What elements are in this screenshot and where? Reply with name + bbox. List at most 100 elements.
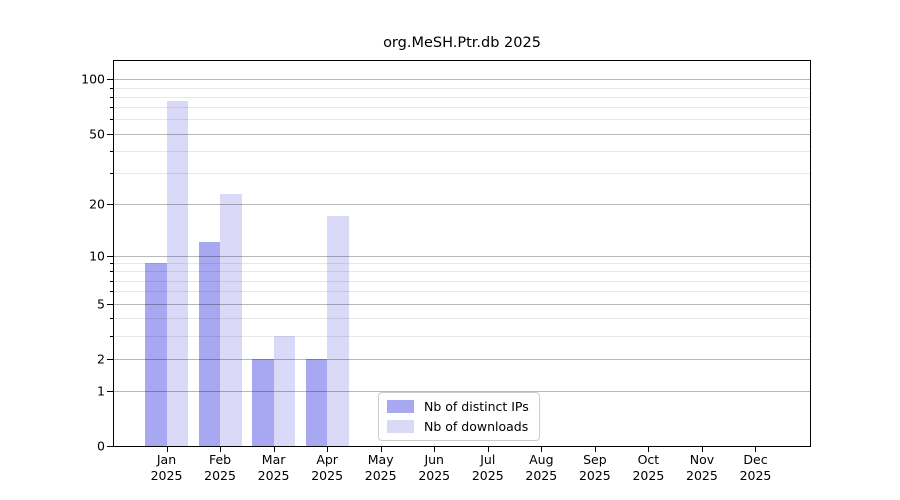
y-minor-tick-mark-60 bbox=[110, 119, 114, 121]
y-tick-label-50: 50 bbox=[89, 126, 105, 142]
legend-item-distinct-ips: Nb of distinct IPs bbox=[387, 398, 529, 415]
y-tick-mark-5 bbox=[107, 303, 114, 305]
bar-nb-of-downloads-jan bbox=[166, 100, 188, 446]
x-tick-mark-jul bbox=[487, 447, 489, 452]
x-tick-year-mar: 2025 bbox=[257, 467, 290, 483]
x-tick-year-jul: 2025 bbox=[471, 467, 504, 483]
x-tick-month-jul: Jul bbox=[480, 452, 496, 467]
x-tick-year-may: 2025 bbox=[364, 467, 397, 483]
x-tick-year-nov: 2025 bbox=[686, 467, 718, 483]
y-minor-tick-mark-40 bbox=[110, 151, 114, 153]
bar-nb-of-distinct-ips-jan bbox=[145, 263, 167, 446]
x-tick-month-may: May bbox=[367, 452, 394, 467]
y-tick-mark-20 bbox=[107, 204, 114, 206]
x-tick-year-feb: 2025 bbox=[204, 467, 236, 483]
x-tick-label-nov: Nov 2025 bbox=[670, 452, 734, 483]
legend-label-distinct-ips: Nb of distinct IPs bbox=[424, 399, 529, 414]
chart-title: org.MeSH.Ptr.db 2025 bbox=[383, 35, 541, 51]
y-minor-tick-mark-8 bbox=[110, 271, 114, 273]
x-tick-year-oct: 2025 bbox=[632, 467, 665, 483]
x-tick-year-sep: 2025 bbox=[578, 467, 611, 483]
y-tick-label-0: 0 bbox=[97, 438, 105, 454]
x-tick-mark-feb bbox=[220, 447, 222, 452]
y-minor-tick-mark-70 bbox=[110, 107, 114, 109]
bar-nb-of-distinct-ips-mar bbox=[252, 358, 274, 446]
x-tick-month-oct: Oct bbox=[637, 452, 660, 467]
y-tick-label-10: 10 bbox=[89, 248, 105, 264]
x-tick-mark-jun bbox=[434, 447, 436, 452]
x-tick-label-jan: Jan 2025 bbox=[135, 452, 199, 483]
x-tick-label-jun: Jun 2025 bbox=[402, 452, 466, 483]
x-tick-label-feb: Feb 2025 bbox=[188, 452, 252, 483]
x-tick-month-nov: Nov bbox=[689, 452, 715, 467]
x-tick-month-jun: Jun bbox=[424, 452, 444, 467]
y-tick-mark-10 bbox=[107, 255, 114, 257]
legend: Nb of distinct IPs Nb of downloads bbox=[378, 392, 540, 441]
x-tick-mark-dec bbox=[755, 447, 757, 452]
y-minor-tick-mark-7 bbox=[110, 280, 114, 282]
x-tick-label-sep: Sep 2025 bbox=[563, 452, 627, 483]
x-tick-month-apr: Apr bbox=[316, 452, 338, 467]
x-tick-mark-may bbox=[380, 447, 382, 452]
bar-nb-of-downloads-mar bbox=[273, 335, 296, 446]
x-tick-month-sep: Sep bbox=[583, 452, 607, 467]
x-tick-mark-mar bbox=[273, 447, 275, 452]
y-tick-label-5: 5 bbox=[97, 296, 105, 312]
x-tick-year-jun: 2025 bbox=[418, 467, 451, 483]
legend-swatch-downloads bbox=[387, 420, 414, 433]
x-tick-label-may: May 2025 bbox=[349, 452, 413, 483]
y-minor-tick-mark-30 bbox=[110, 173, 114, 175]
gridline-major-20 bbox=[114, 204, 810, 206]
gridline-minor-70 bbox=[114, 107, 810, 109]
gridline-minor-80 bbox=[114, 96, 810, 98]
x-tick-month-mar: Mar bbox=[261, 452, 286, 467]
y-minor-tick-mark-90 bbox=[110, 87, 114, 89]
y-minor-tick-mark-9 bbox=[110, 263, 114, 265]
y-tick-mark-50 bbox=[107, 133, 114, 135]
gridline-major-50 bbox=[114, 133, 810, 135]
y-minor-tick-mark-4 bbox=[110, 318, 114, 320]
y-tick-mark-0 bbox=[107, 446, 114, 447]
y-tick-label-1: 1 bbox=[97, 383, 105, 399]
x-tick-mark-aug bbox=[541, 447, 543, 452]
y-minor-tick-mark-3 bbox=[110, 335, 114, 337]
gridline-minor-60 bbox=[114, 119, 810, 121]
x-tick-month-feb: Feb bbox=[208, 452, 232, 467]
x-tick-year-apr: 2025 bbox=[311, 467, 344, 483]
x-tick-year-aug: 2025 bbox=[525, 467, 558, 483]
legend-item-downloads: Nb of downloads bbox=[387, 418, 529, 435]
x-tick-mark-jan bbox=[166, 447, 168, 452]
x-tick-year-dec: 2025 bbox=[739, 467, 772, 483]
x-tick-label-aug: Aug 2025 bbox=[509, 452, 573, 483]
bar-nb-of-distinct-ips-apr bbox=[305, 358, 328, 446]
bar-nb-of-downloads-feb bbox=[220, 193, 242, 446]
bar-nb-of-distinct-ips-feb bbox=[198, 242, 221, 446]
legend-swatch-distinct-ips bbox=[387, 400, 414, 413]
y-tick-label-2: 2 bbox=[97, 351, 105, 367]
y-minor-tick-mark-6 bbox=[110, 291, 114, 293]
x-tick-mark-apr bbox=[327, 447, 329, 452]
gridline-major-100 bbox=[114, 79, 810, 81]
x-tick-month-jan: Jan bbox=[156, 452, 177, 467]
x-tick-year-jan: 2025 bbox=[150, 467, 183, 483]
y-tick-label-100: 100 bbox=[81, 71, 105, 87]
gridline-minor-30 bbox=[114, 173, 810, 175]
y-tick-mark-1 bbox=[107, 390, 114, 392]
gridline-minor-90 bbox=[114, 87, 810, 89]
gridline-minor-40 bbox=[114, 151, 810, 153]
x-tick-label-oct: Oct 2025 bbox=[616, 452, 680, 483]
x-tick-month-aug: Aug bbox=[529, 452, 554, 467]
y-tick-mark-2 bbox=[107, 358, 114, 360]
x-tick-label-jul: Jul 2025 bbox=[456, 452, 520, 483]
y-tick-label-20: 20 bbox=[89, 196, 105, 212]
x-tick-mark-nov bbox=[701, 447, 703, 452]
plot-area bbox=[113, 60, 811, 447]
x-tick-label-apr: Apr 2025 bbox=[295, 452, 359, 483]
x-tick-label-mar: Mar 2025 bbox=[242, 452, 306, 483]
bar-nb-of-downloads-apr bbox=[327, 216, 349, 446]
x-tick-mark-oct bbox=[648, 447, 650, 452]
x-tick-month-dec: Dec bbox=[743, 452, 768, 467]
legend-label-downloads: Nb of downloads bbox=[424, 419, 529, 434]
y-minor-tick-mark-80 bbox=[110, 96, 114, 98]
